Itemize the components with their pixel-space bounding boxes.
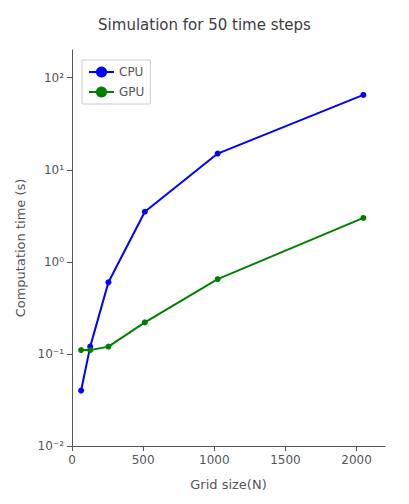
svg-text:1000: 1000 [199,453,230,467]
svg-text:10⁻¹: 10⁻¹ [38,347,65,361]
svg-text:10¹: 10¹ [44,163,64,177]
svg-text:10²: 10² [44,71,64,85]
svg-text:Grid size(N): Grid size(N) [190,477,267,492]
svg-text:Computation time (s): Computation time (s) [13,179,28,318]
svg-text:1500: 1500 [270,453,301,467]
svg-text:2000: 2000 [341,453,372,467]
svg-text:500: 500 [132,453,155,467]
svg-text:10⁻²: 10⁻² [38,439,65,453]
svg-text:0: 0 [68,453,76,467]
svg-text:CPU: CPU [119,65,143,79]
svg-text:10⁰: 10⁰ [44,255,64,269]
svg-text:GPU: GPU [119,85,144,99]
svg-text:Simulation for 50 time steps: Simulation for 50 time steps [98,16,311,34]
